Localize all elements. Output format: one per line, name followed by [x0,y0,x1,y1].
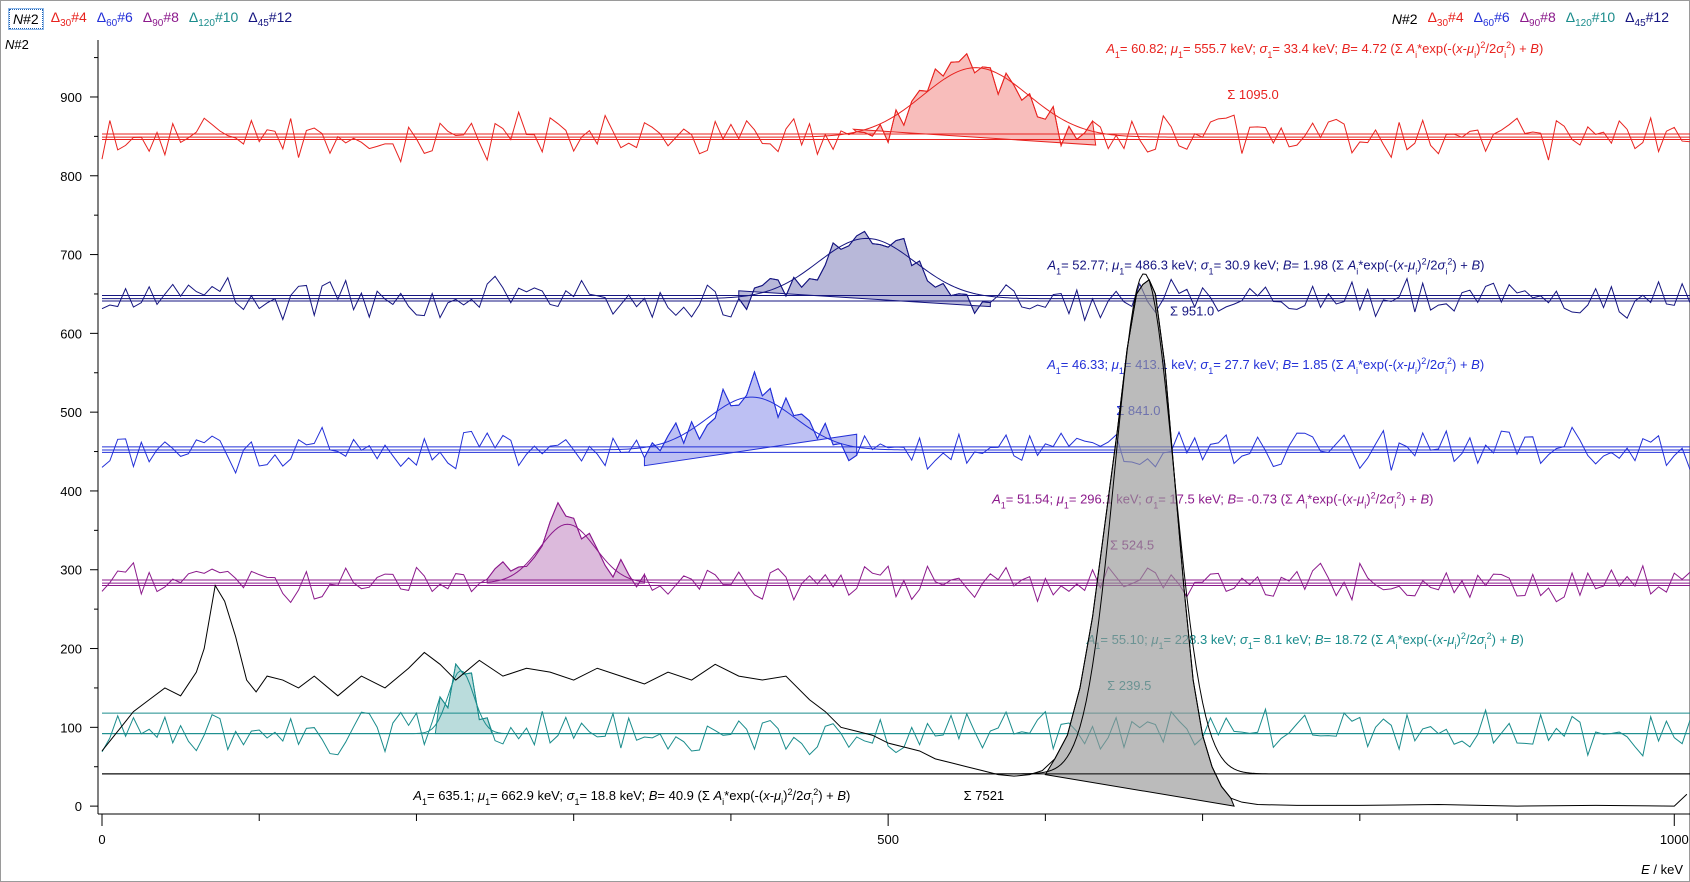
legend-right: N#2 Δ30#4 Δ60#6 Δ90#8 Δ120#10 Δ45#12 [1390,7,1671,31]
x-tick-label: 0 [98,832,105,847]
legend-left-item[interactable]: Δ120#10 [188,9,239,29]
data-line [101,662,1690,757]
fit-curve [102,273,1690,775]
legend-right-item[interactable]: Δ120#10 [1565,9,1616,29]
series-2 [101,370,1690,475]
x-axis-title: E / keV [1641,862,1683,877]
sum-label: Σ 1095.0 [1227,87,1278,102]
roi-area [643,370,858,467]
y-tick-label: 400 [60,484,82,499]
fit-curve [102,523,1690,584]
legend-left-item[interactable]: Δ90#8 [142,9,179,29]
data-line [101,52,1690,164]
legend-right-item[interactable]: Δ90#8 [1519,9,1556,29]
y-tick-label: 900 [60,90,82,105]
legend-left-item[interactable]: Δ45#12 [248,9,293,29]
y-axis-title: N#2 [5,37,29,52]
series-3 [101,501,1690,604]
data-line [101,278,1688,807]
y-tick-label: 0 [75,799,82,814]
data-line [101,501,1690,604]
data-line [101,230,1690,322]
series-1 [101,230,1690,322]
legend-left-item[interactable]: Δ30#4 [50,9,87,29]
y-tick-label: 800 [60,169,82,184]
y-tick-label: 300 [60,563,82,578]
sum-label: Σ 951.0 [1170,304,1214,319]
y-tick-label: 700 [60,248,82,263]
y-tick-label: 500 [60,405,82,420]
legend-right-item[interactable]: Δ60#6 [1473,9,1510,29]
series-5 [101,273,1690,807]
legend-left: N#2 Δ30#4 Δ60#6 Δ90#8 Δ120#10 Δ45#12 [8,7,294,31]
fit-result-label: A1= 46.33; μ1= 413.1 keV; σ1= 27.7 keV; … [1046,356,1484,376]
legend-left-item[interactable]: N#2 [8,8,44,30]
legend-right-item[interactable]: N#2 [1391,11,1418,27]
y-tick-label: 600 [60,326,82,341]
x-tick-label: 1000 [1660,832,1689,847]
fit-result-label: A1= 60.82; μ1= 555.7 keV; σ1= 33.4 keV; … [1105,40,1543,60]
fit-result-label: A1= 635.1; μ1= 662.9 keV; σ1= 18.8 keV; … [412,787,850,807]
legend-right-item[interactable]: Δ30#4 [1427,9,1464,29]
sum-label: Σ 7521 [964,788,1005,803]
y-tick-label: 200 [60,642,82,657]
fit-curve [102,396,1690,451]
data-line [101,370,1690,475]
series-0 [101,52,1690,164]
legend-right-item[interactable]: Δ45#12 [1625,9,1669,29]
fit-curve [102,67,1690,138]
y-tick-label: 100 [60,720,82,735]
fit-result-label: A1= 52.77; μ1= 486.3 keV; σ1= 30.9 keV; … [1046,257,1484,277]
fit-curve [102,237,1690,300]
series-4 [101,662,1690,757]
x-tick-label: 500 [877,832,899,847]
legend-left-item[interactable]: Δ60#6 [96,9,133,29]
fit-curve [102,670,1690,735]
fit-result-label: A1= 51.54; μ1= 296.1 keV; σ1= 17.5 keV; … [991,491,1433,511]
